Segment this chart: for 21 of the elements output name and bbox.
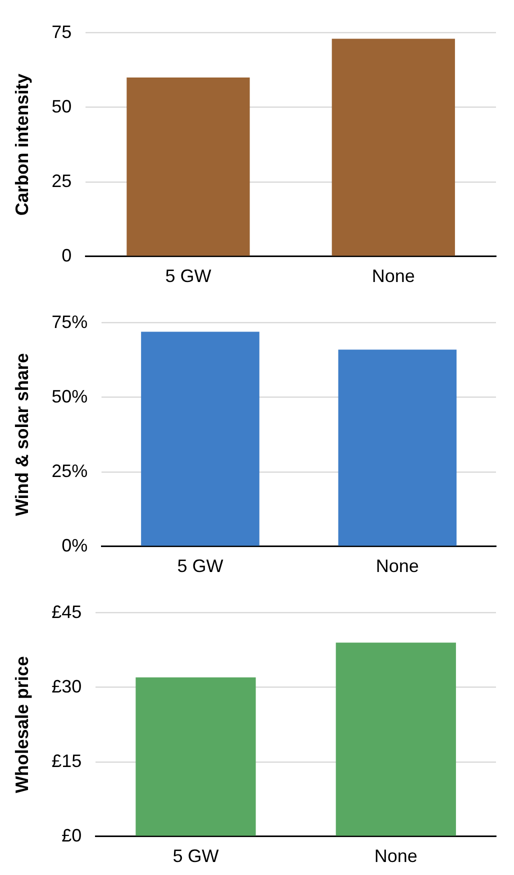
y-tick-label: £15 [52, 750, 82, 771]
y-axis-title: Wind & solar share [12, 353, 32, 516]
y-tick-label: 25 [52, 170, 72, 191]
y-tick-label: £45 [52, 602, 82, 622]
x-tick-label: 5 GW [172, 846, 219, 866]
y-axis-title: Carbon intensity [12, 74, 32, 216]
y-tick-label: 50% [52, 386, 88, 406]
y-axis-title: Wholesale price [12, 656, 32, 794]
y-tick-label: 0 [62, 245, 72, 266]
y-tick-label: 75 [52, 22, 72, 42]
y-tick-label: 75% [52, 312, 88, 332]
x-tick-label: None [374, 846, 418, 866]
y-tick-label: £0 [62, 825, 82, 846]
y-tick-label: 0% [62, 535, 88, 556]
x-tick-label: None [376, 556, 419, 576]
x-tick-label: 5 GW [177, 556, 224, 576]
y-tick-label: 50 [52, 96, 72, 116]
y-tick-label: £30 [52, 676, 82, 696]
x-tick-label: 5 GW [165, 266, 212, 286]
y-tick-label: 25% [52, 460, 88, 481]
x-tick-label: None [372, 266, 415, 286]
